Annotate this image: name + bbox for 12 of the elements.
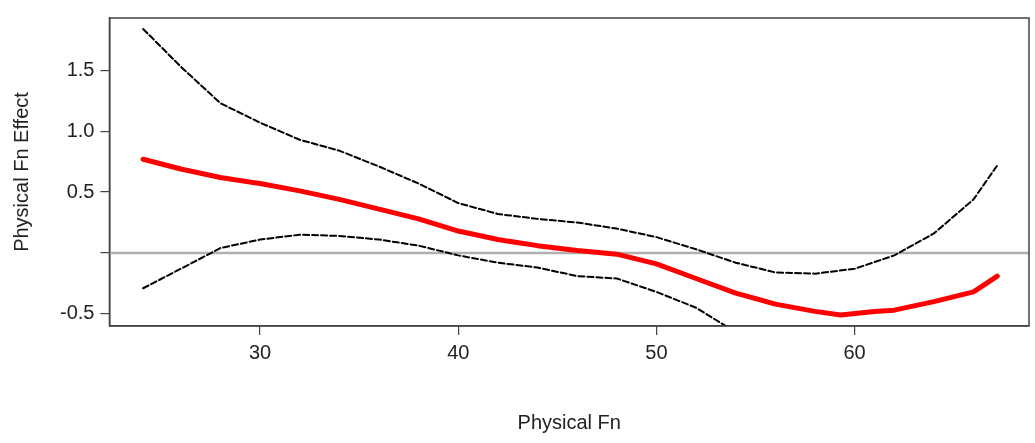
y-tick-label: 0.5 — [66, 179, 95, 202]
x-tick-label: 40 — [447, 340, 470, 363]
y-tick-label: 1.5 — [66, 57, 95, 80]
x-axis-title: Physical Fn — [517, 410, 621, 433]
x-tick-label: 60 — [843, 340, 866, 363]
line-series — [142, 27, 999, 275]
y-tick-label: 1.0 — [66, 118, 95, 141]
x-tick-label: 50 — [645, 340, 668, 363]
y-tick-label: -0.5 — [59, 301, 95, 324]
x-tick-label: 30 — [248, 340, 272, 363]
y-axis-title: Physical Fn Effect — [9, 91, 32, 252]
line-series — [142, 233, 727, 326]
